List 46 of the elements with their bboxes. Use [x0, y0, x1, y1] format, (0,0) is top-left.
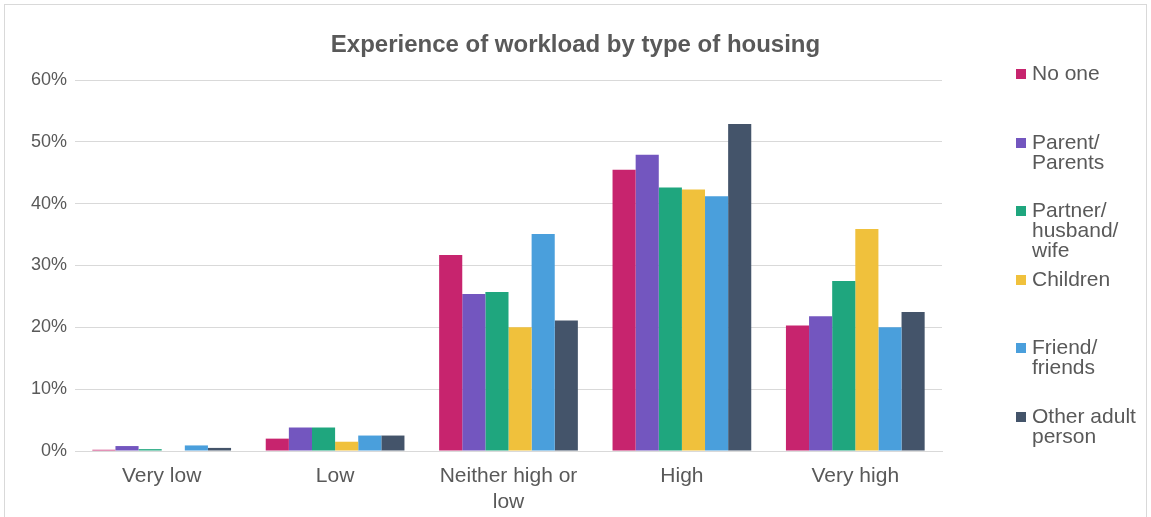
bar — [184, 445, 208, 451]
bar — [681, 189, 706, 451]
x-tick-label: Neither high or low — [439, 463, 578, 512]
bar — [335, 441, 359, 451]
bar — [612, 169, 636, 451]
bar — [785, 325, 810, 451]
bar — [485, 292, 509, 451]
bar — [462, 293, 486, 451]
legend-label: Parent/ Parents — [1032, 129, 1106, 173]
x-tick-label: High — [660, 463, 704, 487]
bar — [855, 229, 879, 451]
x-tick-label: Very low — [122, 463, 203, 487]
bar — [901, 311, 925, 451]
chart-title: Experience of workload by type of housing — [329, 30, 822, 58]
bar — [554, 320, 578, 451]
bar — [878, 327, 902, 451]
bar — [207, 447, 232, 451]
y-tick-label: 20% — [30, 316, 67, 337]
bar — [531, 233, 555, 451]
bar — [288, 427, 312, 451]
legend-label: Partner/ husband/ wife — [1032, 198, 1120, 262]
y-tick-label: 30% — [30, 254, 67, 275]
y-tick-label: 40% — [30, 192, 67, 213]
bar — [832, 280, 856, 451]
bar — [728, 123, 752, 451]
bar — [508, 327, 532, 451]
y-tick-label: 0% — [40, 439, 67, 460]
legend-label: No one — [1032, 61, 1101, 84]
bar — [809, 316, 833, 451]
bar — [358, 435, 382, 451]
bar — [311, 427, 336, 451]
bar — [115, 446, 139, 451]
legend-label: Other adult person — [1032, 403, 1137, 447]
bar — [381, 435, 405, 451]
y-tick-label: 60% — [30, 68, 67, 89]
x-tick-label: Low — [315, 463, 356, 487]
y-tick-label: 50% — [30, 130, 67, 151]
bar — [705, 196, 729, 451]
bar — [635, 154, 659, 451]
bar — [265, 438, 289, 451]
bar — [439, 254, 463, 451]
legend-label: Children — [1032, 266, 1112, 290]
bar — [658, 187, 682, 451]
y-tick-label: 10% — [30, 378, 67, 399]
legend-label: Friend/ friends — [1032, 335, 1099, 379]
x-tick-label: Very high — [811, 463, 900, 487]
